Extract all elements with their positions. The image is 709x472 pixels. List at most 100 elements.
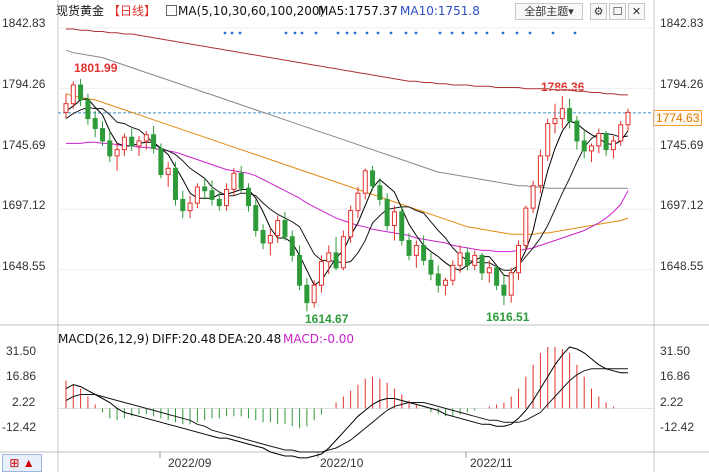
candle-body <box>253 205 259 232</box>
candle-body <box>172 167 178 200</box>
candle-body <box>377 185 383 200</box>
macd-tick-right: 31.50 <box>660 344 691 358</box>
candle-body <box>523 207 529 246</box>
candle-body <box>216 198 222 207</box>
signal-marker <box>223 31 227 35</box>
period-label[interactable]: 【日线】 <box>108 4 157 18</box>
low-left-annotation: 1614.67 <box>305 312 349 326</box>
candle-body <box>78 84 84 101</box>
signal-marker <box>438 31 442 35</box>
signal-marker <box>314 31 318 35</box>
signal-marker <box>404 31 408 35</box>
candle-body <box>348 210 354 238</box>
date-tick: 2022/09 <box>168 456 212 470</box>
ma60-line <box>65 93 629 235</box>
macd-dea: DEA:20.48 <box>218 332 282 346</box>
candle-body <box>209 190 215 200</box>
candle-body <box>443 279 449 286</box>
candle-body <box>165 167 171 176</box>
signal-marker <box>515 31 519 35</box>
candle-body <box>114 149 120 157</box>
price-tick-right: 1648.55 <box>660 259 704 273</box>
dea-line <box>65 368 628 453</box>
candle-body <box>545 123 551 157</box>
layout-icon[interactable]: ☐ <box>609 3 626 20</box>
signal-marker <box>501 31 505 35</box>
signal-marker <box>485 31 489 35</box>
candle-body <box>464 252 470 266</box>
candle-body <box>618 124 624 142</box>
candle-body <box>107 140 113 157</box>
candle-body <box>85 99 91 120</box>
candle-body <box>282 220 288 238</box>
macd-tick-left: -12.42 <box>2 420 37 434</box>
signal-marker <box>573 31 577 35</box>
macd-tick-right: 16.86 <box>660 369 691 383</box>
candle-body <box>552 118 558 125</box>
candle-body <box>472 254 478 266</box>
price-tick-left: 1697.12 <box>2 198 46 212</box>
ma-checkbox[interactable] <box>166 5 177 16</box>
candle-body <box>501 284 507 296</box>
signal-marker <box>528 31 532 35</box>
ma-params: MA(5,10,30,60,100,200) <box>178 4 325 18</box>
signal-marker <box>284 31 288 35</box>
candle-body <box>297 254 303 286</box>
candle-body <box>537 155 543 187</box>
ma5-value: MA5:1757.37 <box>318 4 398 18</box>
candle-body <box>370 170 376 187</box>
high-left-annotation: 1801.99 <box>74 61 118 75</box>
candle-body <box>202 186 208 192</box>
zoom-control[interactable]: ⊞ ▲ <box>2 454 42 472</box>
candle-body <box>245 187 251 207</box>
date-tick: 2022/11 <box>470 456 513 470</box>
signal-marker <box>551 31 555 35</box>
candle-body <box>187 202 193 212</box>
candle-body <box>516 244 522 274</box>
signal-marker <box>345 31 349 35</box>
signal-marker <box>353 31 357 35</box>
candle-body <box>421 244 427 261</box>
candle-body <box>143 134 149 142</box>
candle-body <box>129 136 135 147</box>
instrument-name: 现货黄金 <box>56 4 105 18</box>
theme-label: 全部主题 <box>524 5 569 18</box>
close-icon[interactable]: ✕ <box>628 3 645 20</box>
candle-body <box>567 108 573 122</box>
candle-body <box>194 186 200 204</box>
candle-body <box>391 211 397 227</box>
candle-body <box>559 108 565 120</box>
candle-body <box>588 145 595 152</box>
candle-body <box>355 192 361 212</box>
candle-body <box>92 118 98 130</box>
settings-icon[interactable]: ⚙ <box>590 3 607 20</box>
diff-line <box>65 346 628 459</box>
candle-body <box>413 244 419 256</box>
theme-dropdown[interactable]: 全部主题▾ <box>515 3 583 20</box>
macd-tick-left: 16.86 <box>6 369 37 383</box>
candle-body <box>384 198 390 227</box>
candle-body <box>399 211 405 241</box>
candle-body <box>63 103 69 113</box>
candle-body <box>406 239 412 256</box>
price-tick-left: 1648.55 <box>2 259 46 273</box>
signal-marker <box>450 31 454 35</box>
price-tick-left: 1842.83 <box>2 16 46 30</box>
ma30-line <box>66 141 629 253</box>
chevron-down-icon: ▾ <box>568 5 574 18</box>
candle-body <box>326 252 332 263</box>
signal-marker <box>238 31 242 35</box>
price-tick-right: 1697.12 <box>660 198 704 212</box>
price-tick-right: 1745.69 <box>660 138 704 152</box>
signal-marker <box>474 31 478 35</box>
candle-body <box>581 140 587 152</box>
candle-body <box>136 140 142 147</box>
candle-body <box>311 284 317 304</box>
macd-tick-right: 2.22 <box>660 395 684 409</box>
signal-marker <box>293 31 297 35</box>
candle-body <box>238 172 244 189</box>
candle-body <box>340 236 346 269</box>
candle-body <box>158 147 164 176</box>
signal-marker <box>389 31 393 35</box>
ma5-line <box>65 98 629 286</box>
